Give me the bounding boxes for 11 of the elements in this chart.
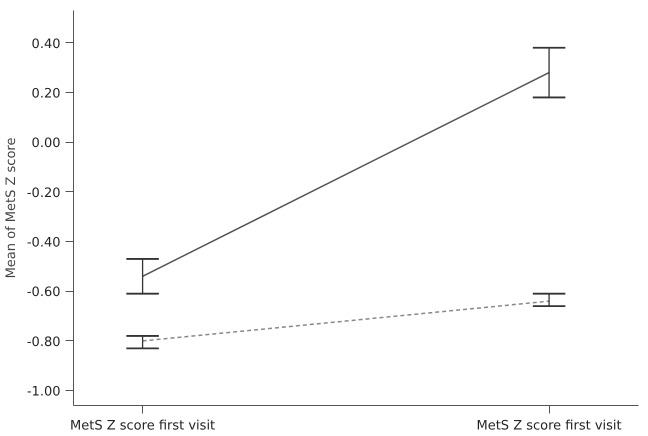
y-tick-label: 0.40	[32, 36, 61, 52]
x-tick-label: MetS Z score first visit	[476, 418, 622, 434]
y-axis-title: Mean of MetS Z score	[4, 138, 19, 278]
x-tick-label: MetS Z score first visit	[70, 418, 216, 434]
y-tick-label: -0.40	[26, 236, 61, 251]
y-tick-label: 0.00	[32, 136, 61, 152]
y-tick-label: -0.80	[26, 334, 61, 350]
y-tick-label: -0.20	[26, 186, 61, 201]
y-tick-label: 0.20	[32, 86, 61, 102]
y-tick-label: -1.00	[26, 384, 61, 400]
y-tick-label: -0.60	[26, 285, 61, 300]
